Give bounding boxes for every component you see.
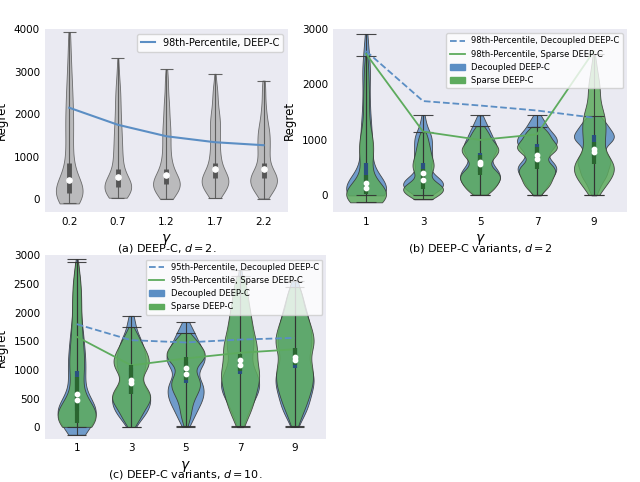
Point [361, 184, 371, 192]
Y-axis label: Regret: Regret [0, 327, 8, 367]
95th-Percentile, Decoupled DEEP-C [291, 335, 298, 341]
98th-Percentile, Sparse DEEP-C [590, 48, 598, 54]
98th-Percentile, Sparse DEEP-C [533, 132, 541, 137]
95th-Percentile, Sparse DEEP-C [182, 356, 189, 362]
98th-Percentile, Sparse DEEP-C [362, 51, 370, 57]
Legend: 95th-Percentile, Decoupled DEEP-C, 95th-Percentile, Sparse DEEP-C, Decoupled DEE: 95th-Percentile, Decoupled DEEP-C, 95th-… [146, 260, 322, 315]
Point [126, 379, 136, 387]
Point [259, 165, 269, 173]
Point [126, 376, 136, 384]
Point [235, 356, 245, 363]
Point [475, 161, 485, 168]
Line: 95th-Percentile, Sparse DEEP-C: 95th-Percentile, Sparse DEEP-C [77, 337, 294, 365]
98th-Percentile, DEEP-C [260, 142, 268, 148]
Legend: 98th-Percentile, DEEP-C: 98th-Percentile, DEEP-C [136, 34, 283, 52]
Y-axis label: Regret: Regret [0, 101, 8, 140]
X-axis label: $\gamma$: $\gamma$ [161, 232, 172, 247]
Title: (c) DEEP-C variants, $d = 10$.: (c) DEEP-C variants, $d = 10$. [108, 469, 263, 482]
X-axis label: $\gamma$: $\gamma$ [180, 459, 191, 474]
95th-Percentile, Decoupled DEEP-C [236, 337, 244, 343]
Point [161, 172, 172, 179]
Title: (a) DEEP-C, $d = 2$.: (a) DEEP-C, $d = 2$. [116, 242, 216, 255]
98th-Percentile, DEEP-C [114, 122, 122, 128]
98th-Percentile, Decoupled DEEP-C [533, 107, 541, 113]
95th-Percentile, Decoupled DEEP-C [73, 321, 81, 327]
95th-Percentile, Decoupled DEEP-C [182, 339, 189, 345]
98th-Percentile, Decoupled DEEP-C [476, 103, 484, 108]
Point [289, 353, 300, 361]
Point [418, 176, 428, 184]
95th-Percentile, Sparse DEEP-C [73, 334, 81, 340]
Legend: 98th-Percentile, Decoupled DEEP-C, 98th-Percentile, Sparse DEEP-C, Decoupled DEE: 98th-Percentile, Decoupled DEEP-C, 98th-… [447, 33, 623, 88]
98th-Percentile, DEEP-C [211, 139, 219, 145]
Point [589, 146, 599, 153]
Point [210, 166, 220, 174]
95th-Percentile, Sparse DEEP-C [291, 347, 298, 352]
Title: (b) DEEP-C variants, $d = 2$: (b) DEEP-C variants, $d = 2$ [408, 242, 552, 255]
Point [532, 155, 542, 162]
98th-Percentile, Sparse DEEP-C [476, 137, 484, 143]
Point [532, 151, 542, 159]
Line: 95th-Percentile, Decoupled DEEP-C: 95th-Percentile, Decoupled DEEP-C [77, 324, 294, 342]
Line: 98th-Percentile, Sparse DEEP-C: 98th-Percentile, Sparse DEEP-C [366, 51, 594, 140]
Point [113, 173, 123, 181]
Point [475, 158, 485, 166]
95th-Percentile, Sparse DEEP-C [127, 362, 135, 368]
Point [180, 370, 191, 378]
98th-Percentile, Decoupled DEEP-C [362, 48, 370, 54]
95th-Percentile, Decoupled DEEP-C [127, 337, 135, 343]
Point [289, 356, 300, 363]
95th-Percentile, Sparse DEEP-C [236, 350, 244, 356]
Point [180, 364, 191, 372]
Point [72, 390, 82, 398]
98th-Percentile, Decoupled DEEP-C [590, 115, 598, 120]
Point [235, 362, 245, 369]
X-axis label: $\gamma$: $\gamma$ [475, 232, 485, 247]
Y-axis label: Regret: Regret [284, 101, 296, 140]
Point [361, 179, 371, 187]
98th-Percentile, Sparse DEEP-C [419, 129, 427, 134]
98th-Percentile, Decoupled DEEP-C [419, 98, 427, 104]
Line: 98th-Percentile, Decoupled DEEP-C: 98th-Percentile, Decoupled DEEP-C [366, 51, 594, 118]
Line: 98th-Percentile, DEEP-C: 98th-Percentile, DEEP-C [69, 107, 264, 145]
Point [589, 148, 599, 156]
Point [64, 176, 74, 184]
Point [72, 396, 82, 403]
98th-Percentile, DEEP-C [163, 134, 170, 139]
98th-Percentile, DEEP-C [65, 105, 73, 110]
Point [418, 169, 428, 177]
